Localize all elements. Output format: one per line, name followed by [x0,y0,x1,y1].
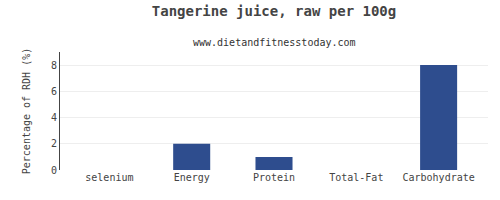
svg-text:6: 6 [51,86,57,97]
svg-text:Protein: Protein [253,172,295,183]
svg-text:8: 8 [51,60,57,71]
svg-text:Tangerine juice, raw per 100g: Tangerine juice, raw per 100g [152,3,396,19]
svg-text:4: 4 [51,112,57,123]
svg-text:Percentage of RDH (%): Percentage of RDH (%) [21,48,32,174]
svg-text:Total-Fat: Total-Fat [329,172,383,183]
svg-text:selenium: selenium [85,172,133,183]
svg-text:0: 0 [51,165,57,176]
svg-text:Carbohydrate: Carbohydrate [402,172,474,183]
svg-text:Energy: Energy [174,172,210,183]
svg-text:2: 2 [51,138,57,149]
svg-text:www.dietandfitnesstoday.com: www.dietandfitnesstoday.com [193,37,356,48]
